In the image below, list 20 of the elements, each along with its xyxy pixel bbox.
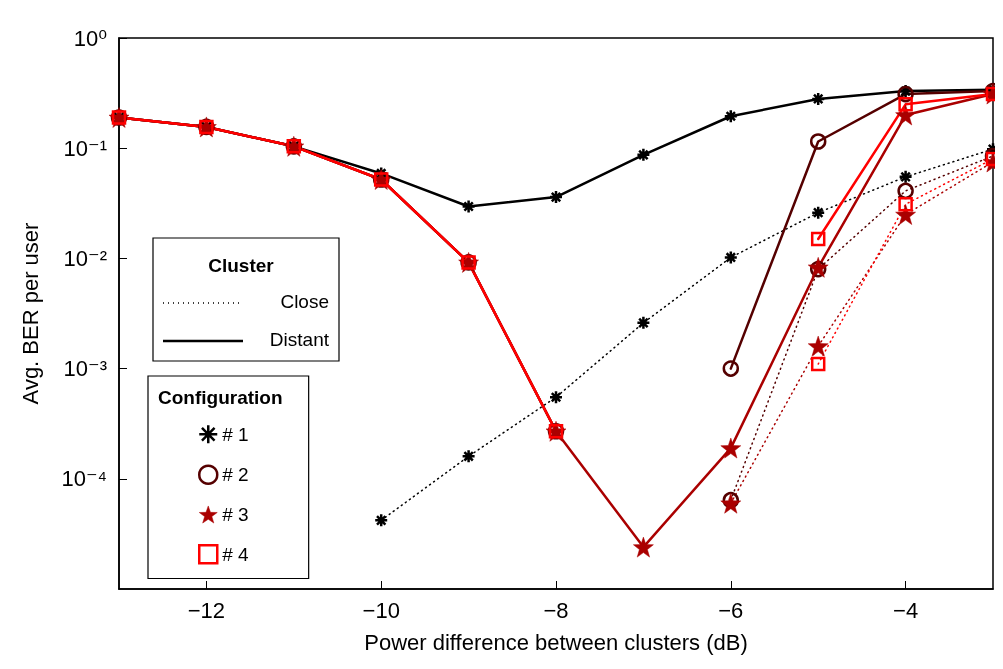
y-tick-label: 10⁻³: [63, 356, 107, 382]
legend-label: # 2: [222, 464, 249, 486]
x-tick-label: −10: [362, 597, 400, 623]
y-tick-label: 10⁻⁴: [61, 466, 107, 492]
x-tick-label: −6: [718, 597, 744, 623]
x-axis-title: Power difference between clusters (dB): [364, 629, 748, 655]
annotation: Cluster: [208, 255, 275, 276]
legend-label: # 3: [222, 504, 249, 525]
y-tick-label: 10⁰: [73, 25, 108, 51]
legend-label: # 4: [222, 543, 250, 565]
y-axis-title: Avg. BER per user: [17, 222, 43, 405]
x-tick-label: −12: [187, 597, 226, 623]
legend-title: Configuration: [158, 387, 283, 408]
legend-label: # 1: [222, 423, 249, 445]
x-tick-label: −4: [893, 597, 919, 623]
y-tick-label: 10⁻²: [63, 245, 107, 271]
annotation: Close: [280, 291, 329, 312]
y-tick-label: 10⁻¹: [63, 135, 107, 161]
x-tick-label: −8: [543, 597, 569, 623]
annotation: Distant: [269, 329, 330, 350]
